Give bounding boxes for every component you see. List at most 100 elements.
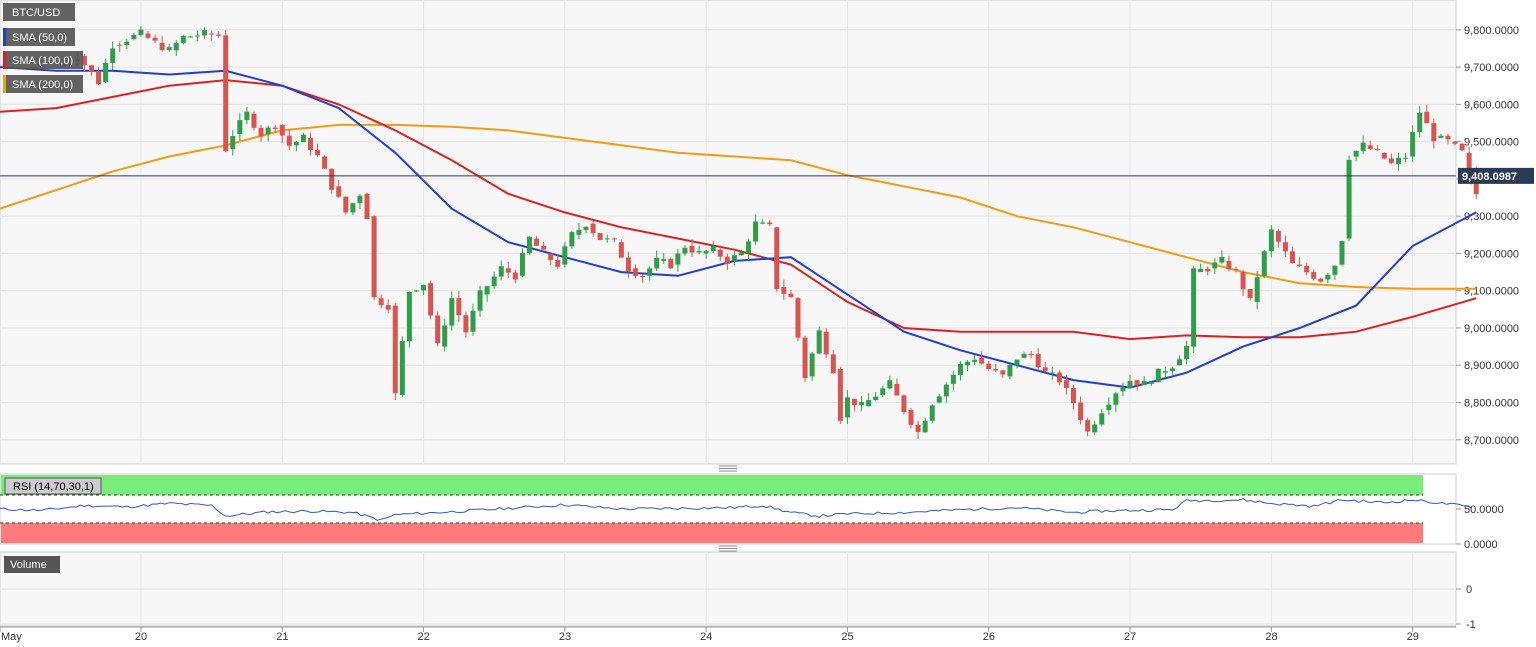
- candle[interactable]: [647, 266, 653, 281]
- candle[interactable]: [859, 395, 865, 411]
- candle[interactable]: [456, 290, 462, 322]
- candle[interactable]: [1311, 269, 1317, 281]
- candle[interactable]: [1063, 374, 1069, 395]
- candle[interactable]: [315, 143, 321, 157]
- candle[interactable]: [117, 41, 123, 53]
- price-panel[interactable]: [0, 0, 1457, 465]
- candle[interactable]: [512, 269, 518, 283]
- candle[interactable]: [505, 261, 511, 278]
- candle[interactable]: [449, 291, 455, 331]
- candle[interactable]: [406, 291, 412, 348]
- candle[interactable]: [428, 280, 434, 320]
- candle[interactable]: [96, 66, 102, 86]
- rsi-resize-handle[interactable]: [719, 465, 737, 472]
- candle[interactable]: [1339, 240, 1345, 266]
- candle[interactable]: [1134, 380, 1140, 391]
- candle[interactable]: [1113, 391, 1119, 412]
- candle[interactable]: [371, 215, 377, 301]
- candle[interactable]: [237, 113, 243, 141]
- candle[interactable]: [385, 299, 391, 314]
- candle[interactable]: [901, 394, 907, 415]
- candle[interactable]: [936, 393, 942, 404]
- candle[interactable]: [194, 30, 200, 42]
- candle[interactable]: [88, 64, 94, 76]
- volume-resize-handle[interactable]: [719, 545, 737, 552]
- candle[interactable]: [618, 239, 624, 258]
- legend-symbol[interactable]: BTC/USD: [3, 3, 75, 21]
- candle[interactable]: [1367, 140, 1373, 151]
- candle[interactable]: [576, 223, 582, 240]
- candle[interactable]: [392, 303, 398, 401]
- candle[interactable]: [329, 168, 335, 194]
- candle[interactable]: [548, 252, 554, 265]
- candle[interactable]: [1304, 262, 1310, 276]
- candle[interactable]: [1141, 375, 1147, 386]
- candle[interactable]: [1445, 133, 1451, 145]
- candle[interactable]: [1056, 370, 1062, 386]
- candle[interactable]: [774, 226, 780, 292]
- candle[interactable]: [922, 418, 928, 433]
- candle[interactable]: [1049, 366, 1055, 380]
- candle[interactable]: [682, 245, 688, 256]
- candle[interactable]: [1127, 374, 1133, 389]
- candle[interactable]: [1403, 152, 1409, 163]
- candle[interactable]: [223, 29, 229, 153]
- candle[interactable]: [1184, 340, 1190, 365]
- candle[interactable]: [1226, 255, 1232, 272]
- candle[interactable]: [1162, 366, 1168, 378]
- candle[interactable]: [166, 43, 172, 52]
- candle[interactable]: [1318, 277, 1324, 283]
- candle[interactable]: [929, 404, 935, 424]
- candle[interactable]: [795, 296, 801, 342]
- candle[interactable]: [81, 53, 87, 72]
- candle[interactable]: [972, 355, 978, 366]
- candle[interactable]: [569, 230, 575, 249]
- candle[interactable]: [1000, 369, 1006, 378]
- candle[interactable]: [894, 378, 900, 396]
- candle[interactable]: [1240, 269, 1246, 296]
- candle[interactable]: [265, 125, 271, 142]
- candle[interactable]: [244, 106, 250, 125]
- candle[interactable]: [880, 385, 886, 398]
- candle[interactable]: [788, 289, 794, 298]
- candle[interactable]: [1261, 249, 1267, 279]
- candle[interactable]: [1410, 125, 1416, 162]
- candle[interactable]: [724, 253, 730, 271]
- candle[interactable]: [851, 398, 857, 412]
- candle[interactable]: [1191, 266, 1197, 354]
- candle[interactable]: [1417, 106, 1423, 138]
- candle[interactable]: [781, 279, 787, 300]
- candle[interactable]: [307, 132, 313, 156]
- candle[interactable]: [717, 245, 723, 261]
- candle[interactable]: [541, 241, 547, 250]
- candle[interactable]: [286, 129, 292, 151]
- candle[interactable]: [675, 249, 681, 272]
- candle[interactable]: [1282, 236, 1288, 257]
- candle[interactable]: [251, 111, 257, 131]
- candle[interactable]: [378, 294, 384, 309]
- candle[interactable]: [230, 130, 236, 156]
- candle[interactable]: [413, 289, 419, 293]
- candle[interactable]: [1247, 289, 1253, 301]
- candle[interactable]: [668, 257, 674, 270]
- candle[interactable]: [1007, 364, 1013, 380]
- candle[interactable]: [950, 371, 956, 391]
- candle[interactable]: [590, 220, 596, 237]
- candle[interactable]: [1325, 272, 1331, 284]
- candle[interactable]: [1212, 258, 1218, 275]
- candle[interactable]: [357, 193, 363, 210]
- candle[interactable]: [103, 59, 109, 84]
- candle[interactable]: [583, 225, 589, 234]
- legend-sma50[interactable]: SMA (50,0): [3, 28, 75, 46]
- candle[interactable]: [1381, 152, 1387, 160]
- candle[interactable]: [1078, 396, 1084, 425]
- candle[interactable]: [1155, 368, 1161, 383]
- candle[interactable]: [816, 326, 822, 355]
- candle[interactable]: [746, 238, 752, 261]
- candle[interactable]: [110, 41, 116, 71]
- candle[interactable]: [152, 35, 158, 44]
- candle[interactable]: [1021, 351, 1027, 358]
- sma200-line[interactable]: [0, 123, 1477, 290]
- rsi-line[interactable]: [0, 498, 1473, 521]
